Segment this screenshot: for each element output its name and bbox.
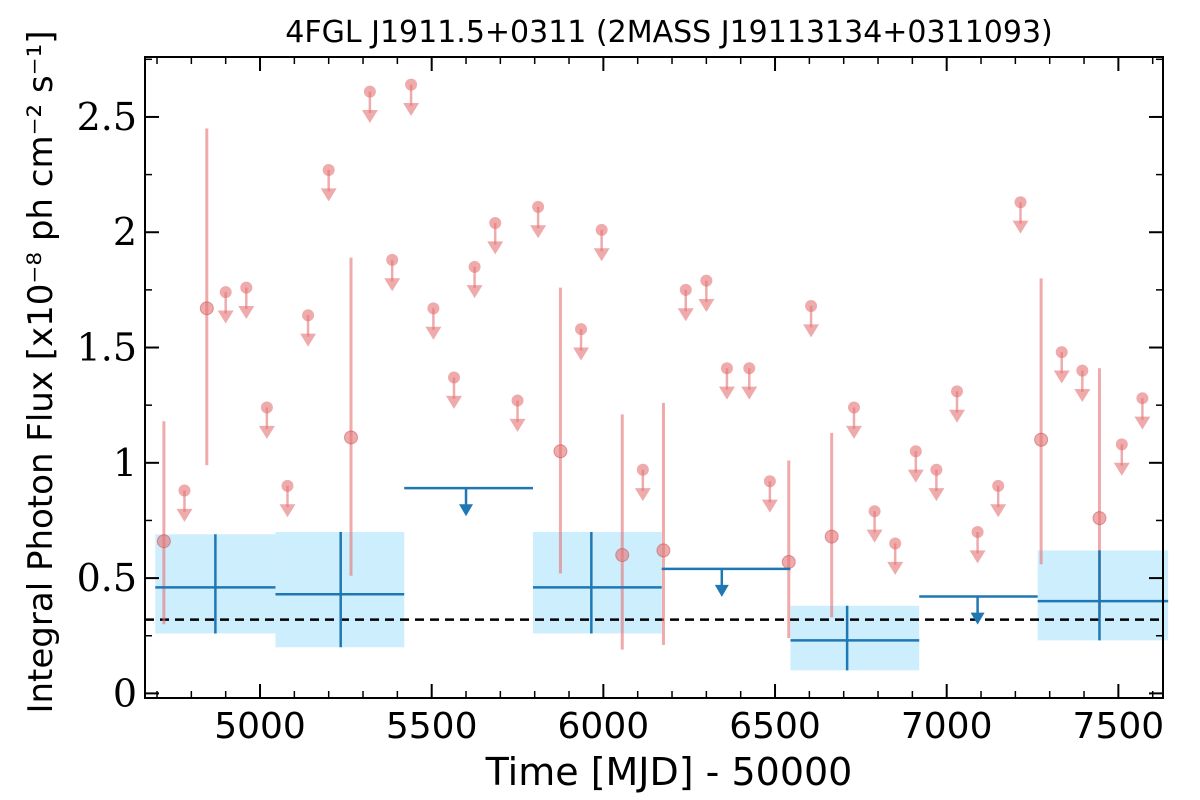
- upper-limit-arrow: [969, 550, 986, 564]
- upper-limit-arrow: [718, 386, 735, 400]
- long-bin-upper-limit-arrow: [459, 504, 474, 517]
- upper-limit-arrow: [238, 305, 255, 319]
- x-tick-label: 6000: [558, 706, 650, 747]
- upper-limit-arrow: [698, 299, 715, 313]
- x-tick-label: 5000: [214, 706, 306, 747]
- plot-frame: [144, 56, 1164, 699]
- y-tick-label: 2.5: [77, 95, 137, 139]
- upper-limit-arrow: [384, 278, 401, 292]
- upper-limit-arrow: [425, 326, 442, 340]
- detection-point: [656, 543, 671, 558]
- detection-point: [781, 554, 796, 569]
- upper-limit-arrow: [1113, 462, 1130, 476]
- upper-limit-arrow: [593, 248, 610, 262]
- y-tick-label: 0: [113, 671, 137, 715]
- upper-limit-arrow: [279, 504, 296, 518]
- chart-title: 4FGL J1911.5+0311 (2MASS J19113134+03110…: [285, 15, 1053, 50]
- detection-point: [156, 534, 171, 549]
- upper-limit-arrow: [509, 418, 526, 432]
- long-bin-error-band: [532, 531, 662, 634]
- upper-limit-arrow: [446, 395, 463, 409]
- y-tick-label: 0.5: [77, 556, 137, 600]
- upper-limit-arrow: [403, 103, 420, 117]
- detection-point: [1092, 511, 1107, 526]
- upper-limit-arrow: [530, 225, 547, 239]
- detection-point: [199, 301, 214, 316]
- upper-limit-arrow: [741, 386, 758, 400]
- upper-limit-arrow: [990, 504, 1007, 518]
- upper-limit-arrow: [573, 347, 590, 361]
- x-tick-label: 5500: [386, 706, 478, 747]
- detection-point: [553, 444, 568, 459]
- upper-limit-arrow: [677, 308, 694, 322]
- upper-limit-arrow: [803, 324, 820, 338]
- upper-limit-arrow: [258, 425, 275, 439]
- upper-limit-arrow: [761, 499, 778, 513]
- upper-limit-arrow: [887, 561, 904, 575]
- plot-area: [145, 78, 1169, 671]
- upper-limit-arrow: [948, 409, 965, 423]
- x-tick-label: 6500: [729, 706, 821, 747]
- upper-limit-arrow: [487, 241, 504, 255]
- upper-limit-arrow: [845, 425, 862, 439]
- upper-limit-arrow: [361, 109, 378, 123]
- detection-point: [824, 529, 839, 544]
- axes: 0 0.5 1 1.5 2 2.5 5000 5500 6000 6500 7000 7500: [77, 56, 1165, 747]
- x-tick-label: 7500: [1073, 706, 1165, 747]
- upper-limit-arrow: [1053, 370, 1070, 384]
- upper-limit-arrow: [320, 188, 337, 202]
- upper-limit-arrow: [176, 508, 193, 522]
- detection-point: [615, 548, 630, 563]
- upper-limit-arrow: [217, 310, 234, 324]
- x-tick-label: 7000: [901, 706, 993, 747]
- upper-limit-arrow: [928, 488, 945, 502]
- long-bin-error-band: [1037, 550, 1169, 641]
- y-tick-label: 1: [113, 441, 137, 485]
- y-tick-label: 1.5: [77, 326, 137, 370]
- detection-point: [344, 430, 359, 445]
- upper-limit-arrow: [1012, 220, 1029, 234]
- upper-limit-arrow: [907, 469, 924, 483]
- long-bin-upper-limit-arrow: [714, 584, 729, 597]
- upper-limit-arrow: [466, 285, 483, 299]
- upper-limit-arrow: [300, 333, 317, 347]
- x-axis-label: Time [MJD] - 50000: [485, 750, 853, 794]
- y-tick-label: 2: [113, 210, 137, 254]
- long-bin-upper-limit-arrow: [970, 612, 985, 625]
- upper-limit-arrow: [1074, 388, 1091, 402]
- upper-limit-arrow: [866, 529, 883, 543]
- y-axis-label: Integral Photon Flux [x10⁻⁸ ph cm⁻² s⁻¹]: [21, 30, 61, 713]
- detection-point: [1034, 432, 1049, 447]
- upper-limit-arrow: [634, 488, 651, 502]
- long-bin-error-band: [790, 605, 920, 671]
- upper-limit-arrow: [1134, 416, 1151, 430]
